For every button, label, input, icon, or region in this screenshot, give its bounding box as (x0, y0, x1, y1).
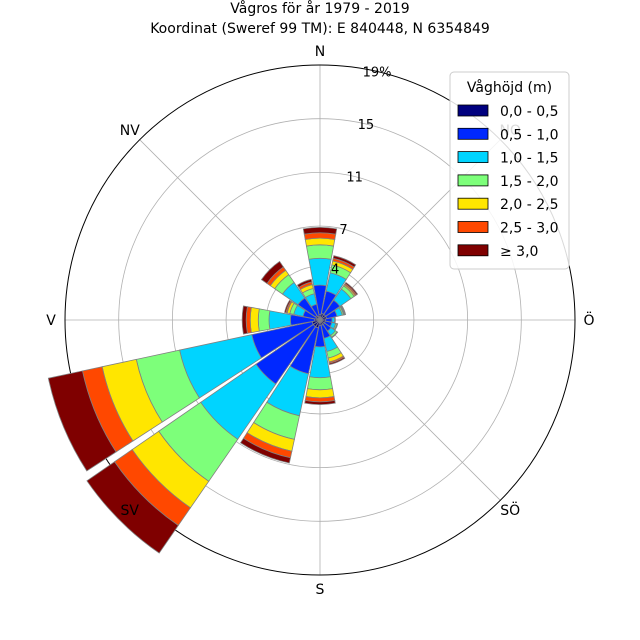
rose-bars (47, 227, 359, 554)
bar-sector-3-bin-6 (340, 305, 347, 316)
legend-swatch-5 (457, 221, 489, 233)
legend-swatch-6 (457, 244, 489, 257)
bar-sector-12-bin-3 (257, 308, 271, 332)
legend-swatch-2 (457, 151, 489, 164)
bar-sector-12-bin-4 (249, 306, 260, 334)
direction-label-4: S (316, 582, 325, 598)
bar-sector-0-bin-3 (305, 244, 335, 260)
bar-sector-8-bin-6 (304, 400, 336, 405)
bar-sector-8-bin-4 (305, 388, 335, 399)
radial-tick-label-1: 7 (339, 223, 347, 238)
axis-labels: NNOÖSÖSSVVNV47111519% (46, 44, 594, 598)
direction-label-3: SÖ (500, 501, 520, 519)
bar-sector-0-bin-2 (308, 257, 332, 287)
bar-sector-0-bin-4 (304, 237, 336, 247)
bar-sector-0-bin-6 (302, 227, 338, 235)
legend-label-2: 1,0 - 1,5 (500, 151, 558, 167)
legend-label-6: ≥ 3,0 (500, 244, 538, 260)
legend-label-0: 0,0 - 0,5 (500, 104, 558, 120)
radial-tick-label-4: 19% (363, 66, 392, 81)
bar-sector-7-bin-6 (328, 356, 346, 366)
chart-subtitle: Koordinat (Sweref 99 TM): E 840448, N 63… (150, 21, 490, 37)
legend-label-1: 0,5 - 1,0 (500, 127, 558, 143)
legend-swatch-0 (457, 104, 489, 117)
grid-spoke-3 (319, 319, 501, 501)
direction-label-7: NV (120, 123, 140, 139)
direction-label-2: Ö (583, 311, 594, 329)
bar-sector-8-bin-3 (306, 376, 334, 391)
bar-sector-4-bin-3 (334, 316, 336, 324)
legend-swatch-1 (457, 127, 489, 140)
bar-sector-10-bin-6 (86, 461, 179, 554)
legend-label-4: 2,0 - 2,5 (500, 197, 558, 213)
bar-sector-6-bin-4 (331, 331, 339, 339)
radial-tick-label-3: 15 (358, 118, 375, 133)
outer-frame (64, 64, 576, 576)
bar-sector-11-bin-6 (47, 370, 117, 472)
bar-sector-2-bin-6 (344, 281, 359, 296)
radial-tick-label-2: 11 (346, 171, 363, 186)
legend-label-5: 2,5 - 3,0 (500, 221, 558, 237)
bar-sector-15-bin-6 (296, 278, 313, 288)
legend-box (449, 71, 570, 270)
legend-swatch-3 (457, 174, 489, 187)
legend-swatch-4 (457, 197, 489, 210)
bar-sector-5-bin-4 (334, 323, 339, 331)
bar-sector-9-bin-6 (239, 437, 291, 464)
bar-sector-1-bin-6 (332, 255, 357, 268)
legend: Våghöjd (m) 0,0 - 0,5 0,5 - 1,0 1,0 - 1,5 1,… (449, 71, 570, 270)
bar-sector-12-bin-2 (268, 310, 292, 330)
direction-label-0: N (315, 44, 325, 60)
bar-sector-13-bin-6 (284, 299, 292, 314)
radial-tick-label-0: 4 (331, 262, 339, 277)
legend-title: Våghöjd (m) (467, 79, 552, 96)
bar-sector-12-bin-6 (241, 305, 248, 335)
direction-label-6: V (46, 313, 56, 329)
direction-label-5: SV (121, 503, 140, 519)
bar-sector-14-bin-6 (260, 260, 284, 284)
chart-title: Vågros för år 1979 - 2019 (230, 0, 409, 17)
legend-label-3: 1,5 - 2,0 (500, 174, 558, 190)
